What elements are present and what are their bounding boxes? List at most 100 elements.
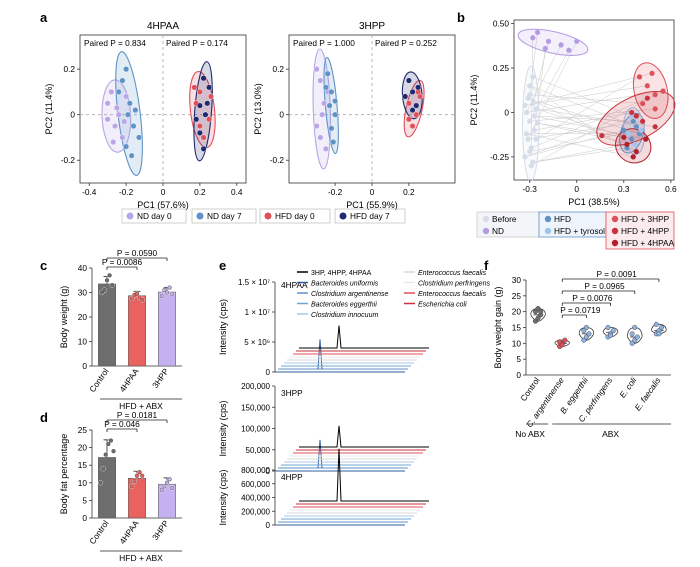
chromatogram-label: 4HPP: [281, 472, 303, 482]
data-point: [630, 118, 636, 124]
x-axis-label: PC1 (57.6%): [137, 200, 189, 210]
violin: [627, 327, 643, 344]
x-tick-label: 0.4: [231, 187, 243, 197]
data-point: [106, 441, 111, 447]
data-point: [115, 88, 122, 95]
x-tick-label: 4HPAA: [117, 518, 141, 546]
legend-a: ND day 0 ND day 7 HFD day 0 HFD day 7: [121, 208, 406, 224]
data-point: [636, 74, 643, 80]
data-point: [629, 331, 635, 337]
data-point: [405, 100, 412, 107]
data-point: [523, 109, 530, 116]
data-point: [608, 332, 614, 338]
data-point: [123, 143, 130, 150]
data-point: [324, 70, 331, 77]
data-point: [322, 84, 329, 91]
data-point: [624, 145, 630, 151]
data-point: [525, 136, 531, 142]
trajectory-line: [535, 76, 640, 140]
data-point: [644, 83, 650, 89]
bar: [128, 295, 146, 367]
y-axis-label: Body weight gain (g): [493, 286, 503, 368]
panel-letter-b: b: [457, 10, 465, 25]
trajectory-line: [529, 94, 643, 104]
y-tick-label: 30: [78, 288, 88, 298]
legend-item-frame: [334, 208, 406, 224]
y-tick-label: 15: [512, 323, 522, 333]
y-axis-label: Intensity (cps): [218, 299, 228, 355]
data-point: [140, 473, 145, 478]
chart-title: 4HPAA: [147, 21, 179, 32]
legend-label: HFD day 0: [275, 211, 315, 221]
data-point: [206, 116, 213, 123]
data-point: [652, 92, 658, 98]
data-point: [652, 124, 658, 130]
y-tick-label: 15: [78, 460, 88, 470]
data-point: [527, 118, 533, 124]
x-tick-label: 4HPAA: [117, 366, 141, 394]
data-point: [405, 77, 412, 84]
y-tick-label: 0.2: [272, 64, 284, 74]
data-point: [193, 116, 200, 123]
data-point: [204, 100, 211, 107]
data-point: [633, 148, 639, 155]
y-tick-label: 10: [78, 337, 88, 347]
p-value-annotation: Paired P = 0.834: [84, 38, 146, 48]
data-point: [530, 35, 536, 41]
trajectory-line: [531, 97, 648, 149]
data-point: [656, 331, 662, 337]
y-tick-label: 0: [82, 513, 87, 523]
x-tick-label: 0.3: [618, 184, 630, 194]
y-axis-label: Body fat percentage: [59, 434, 69, 515]
y-tick-label: 200,000: [241, 507, 270, 516]
data-point: [574, 38, 580, 44]
y-tick-label: -0.2: [270, 155, 285, 165]
data-point: [196, 88, 203, 95]
data-point: [167, 477, 172, 482]
y-tick-label: 0: [70, 110, 75, 120]
data-point: [170, 485, 175, 491]
trajectory-line: [535, 108, 632, 140]
data-point: [140, 297, 145, 302]
data-point: [119, 77, 126, 84]
y-axis-label: Body weight (g): [59, 286, 69, 349]
legend-swatch: [611, 239, 619, 247]
violin: [578, 327, 595, 341]
legend-label: HFD: [554, 214, 571, 224]
y-tick-label: 20: [78, 443, 88, 453]
data-point: [640, 118, 646, 124]
data-point: [200, 145, 207, 152]
data-point: [559, 342, 565, 348]
data-point: [321, 100, 328, 107]
data-point: [132, 478, 137, 484]
data-point: [653, 321, 659, 327]
data-point: [649, 70, 655, 76]
trajectory-line: [529, 85, 637, 127]
data-point: [167, 285, 172, 290]
legend-label: Bacteroides uniformis: [311, 281, 379, 288]
x-tick-label: -0.2: [119, 187, 134, 197]
y-tick-label: 400,000: [241, 494, 270, 503]
y-tick-label: 200,000: [241, 382, 270, 391]
legend-label: Bacteroides eggerthii: [311, 302, 377, 309]
data-point: [527, 148, 533, 155]
y-tick-label: 40: [78, 263, 88, 273]
legend-label: ND day 0: [137, 211, 172, 221]
data-point: [196, 102, 203, 109]
legend-item-frame: [259, 208, 331, 224]
trace-peak: [317, 339, 323, 370]
trajectory-line: [532, 147, 627, 163]
data-point: [629, 113, 635, 119]
data-point: [332, 111, 339, 118]
confidence-ellipse: [312, 48, 331, 170]
data-point: [583, 325, 589, 331]
data-point: [134, 291, 140, 296]
data-point: [137, 295, 142, 300]
legend-label: HFD + 3HPP: [621, 214, 670, 224]
data-point: [112, 123, 119, 130]
x-tick-label: 3HPP: [150, 518, 171, 542]
data-point: [621, 134, 627, 140]
legend-label: Clostridium innocuum: [311, 312, 378, 319]
